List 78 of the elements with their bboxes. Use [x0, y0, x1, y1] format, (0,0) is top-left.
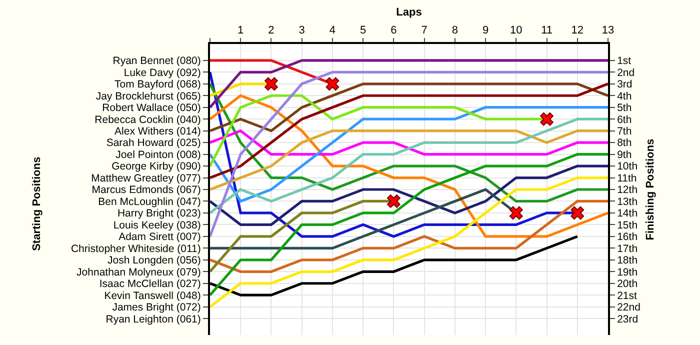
y2-tick-label: 2nd: [617, 66, 635, 79]
y2-tick-label: 18th: [617, 254, 638, 267]
category-label: Alex Withers (014): [114, 126, 201, 138]
category-label: Johnathan Molyneux (079): [76, 266, 201, 278]
point: [509, 206, 523, 220]
y2-tick-label: 7th: [617, 126, 632, 138]
x-tick-label: 12: [571, 24, 584, 37]
x-axis-title: Laps: [396, 6, 422, 19]
y2-tick-label: 20th: [617, 278, 638, 290]
y2-tick-label: 19th: [617, 266, 638, 278]
line-series: [210, 82, 608, 180]
point: [326, 77, 340, 91]
x-tick-label: 7: [421, 24, 428, 37]
category-label: Rebecca Cocklin (040): [94, 114, 201, 126]
category-label: Marcus Edmonds (067): [92, 184, 201, 196]
y2-tick-label: 17th: [617, 242, 638, 255]
line-series: [210, 200, 608, 273]
x-tick-label: 10: [510, 24, 522, 37]
x-tick-label: 8: [452, 24, 458, 37]
y2-tick-label: 12th: [617, 184, 638, 196]
category-label: George Kirby (090): [112, 160, 201, 173]
x-tick-label: 2: [268, 24, 274, 37]
y2-axis-title: Finishing Positions: [644, 138, 656, 240]
x-tick-label: 13: [602, 24, 614, 37]
y2-tick-label: 9th: [617, 148, 632, 161]
line-series: [210, 106, 608, 203]
x-tick-label: 4: [329, 24, 336, 37]
category-label: Christopher Whiteside (011): [70, 242, 201, 255]
x-tick-label: 3: [298, 24, 305, 37]
category-label: Matthew Greatley (077): [91, 172, 201, 184]
point: [264, 77, 278, 91]
y2-tick-label: 14th: [617, 208, 638, 220]
point: [570, 206, 584, 220]
category-label: Luke Davy (092): [124, 66, 201, 79]
category-label: Ben McLoughlin (047): [98, 196, 201, 208]
category-label: Adam Sirett (007): [118, 231, 201, 244]
category-label: Ryan Bennet (080): [112, 55, 201, 68]
text: Starting Positions: [30, 156, 43, 251]
y2-tick-label: 10th: [617, 160, 638, 173]
category-label: Joel Pointon (008): [116, 148, 201, 161]
category-label: Louis Keeley (038): [113, 219, 201, 232]
y2-tick-label: 13th: [617, 196, 638, 208]
y2-tick-label: 3rd: [617, 78, 632, 91]
y2-tick-label: 15th: [617, 219, 638, 232]
y2-tick-label: 16th: [617, 231, 638, 244]
category-label: Robert Wallace (050): [102, 102, 201, 114]
category-label: Ryan Leighton (061): [106, 313, 201, 326]
line-series: [210, 153, 608, 296]
category-label: Jay Brocklehurst (065): [96, 90, 201, 102]
x-tick-label: 1: [238, 24, 244, 37]
category-label: Isaac McClellan (027): [99, 278, 201, 290]
x-tick-label: 6: [390, 24, 397, 37]
category-label: Sarah Howard (025): [106, 137, 201, 150]
category-label: Josh Longden (056): [107, 254, 201, 267]
line-series: [210, 118, 608, 214]
line-series: [210, 164, 608, 226]
line-series: [210, 130, 608, 191]
line-series: [210, 82, 608, 203]
point: [540, 112, 554, 126]
y2-tick-label: 21st: [617, 290, 638, 302]
point: [386, 194, 400, 208]
x-tick-label: 9: [482, 24, 489, 37]
y2-tick-label: 22nd: [617, 302, 641, 314]
y2-tick-label: 11th: [617, 172, 637, 184]
x-tick-label: 5: [360, 24, 366, 37]
category-label: Harry Bright (023): [117, 208, 201, 220]
y2-tick-label: 4th: [617, 90, 632, 102]
x-tick-label: 11: [541, 24, 552, 37]
y2-tick-label: 1st: [617, 55, 632, 68]
category-label: James Bright (072): [112, 302, 201, 314]
category-label: Tom Bayford (068): [114, 78, 201, 91]
y2-tick-label: 23rd: [617, 313, 638, 326]
line-series: [210, 176, 608, 308]
y2-tick-label: 8th: [617, 137, 632, 150]
category-label: Kevin Tanswell (048): [104, 290, 201, 302]
y2-tick-label: 5th: [617, 102, 632, 114]
y2-tick-label: 6th: [617, 114, 632, 126]
line-series: [210, 82, 608, 132]
